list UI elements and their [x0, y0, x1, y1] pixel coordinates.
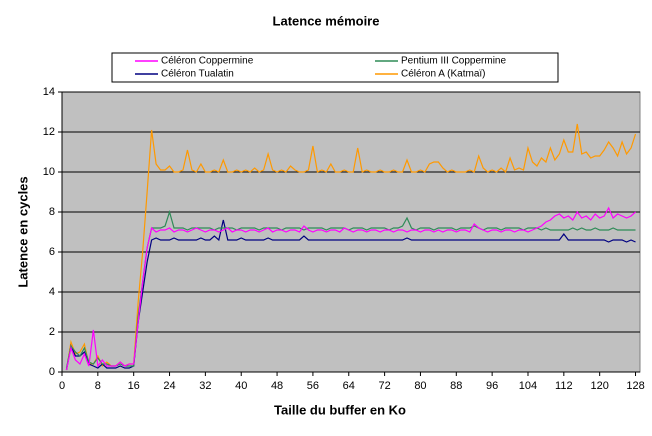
- legend-label: Céléron Coppermine: [161, 56, 254, 67]
- x-tick-label: 8: [95, 380, 101, 392]
- x-tick-label: 56: [307, 380, 319, 392]
- series-line: [65, 123, 637, 371]
- x-tick-label: 32: [199, 380, 211, 392]
- x-tick-label: 128: [626, 380, 644, 392]
- y-tick-label: 14: [43, 86, 55, 98]
- y-axis-label: Latence en cycles: [15, 176, 30, 287]
- y-tick-label: 12: [43, 126, 55, 138]
- x-tick-label: 40: [235, 380, 247, 392]
- x-tick-label: 16: [128, 380, 140, 392]
- series-line: [65, 219, 636, 371]
- y-tick-label: 2: [49, 326, 55, 338]
- series-line: [65, 206, 636, 371]
- x-tick-label: 120: [590, 380, 608, 392]
- y-tick-label: 0: [49, 366, 55, 378]
- legend-label: Pentium III Coppermine: [401, 56, 506, 67]
- y-tick-label: 6: [49, 246, 55, 258]
- x-tick-label: 24: [163, 380, 175, 392]
- legend-label: Céléron A (Katmaï): [401, 69, 485, 80]
- x-tick-label: 72: [378, 380, 390, 392]
- x-tick-label: 88: [450, 380, 462, 392]
- y-tick-label: 4: [49, 286, 55, 298]
- y-tick-label: 8: [49, 206, 55, 218]
- x-tick-label: 96: [486, 380, 498, 392]
- series-line: [65, 209, 636, 369]
- legend: [111, 52, 559, 83]
- y-tick-label: 10: [43, 166, 55, 178]
- x-tick-label: 80: [414, 380, 426, 392]
- legend-label: Céléron Tualatin: [161, 69, 234, 80]
- x-tick-label: 112: [555, 380, 573, 392]
- plot-area: [61, 91, 641, 373]
- x-tick-label: 48: [271, 380, 283, 392]
- chart-title: Latence mémoire: [273, 13, 380, 28]
- x-tick-label: 104: [519, 380, 537, 392]
- x-tick-label: 0: [59, 380, 65, 392]
- x-axis-label: Taille du buffer en Ko: [274, 402, 406, 417]
- x-tick-label: 64: [343, 380, 355, 392]
